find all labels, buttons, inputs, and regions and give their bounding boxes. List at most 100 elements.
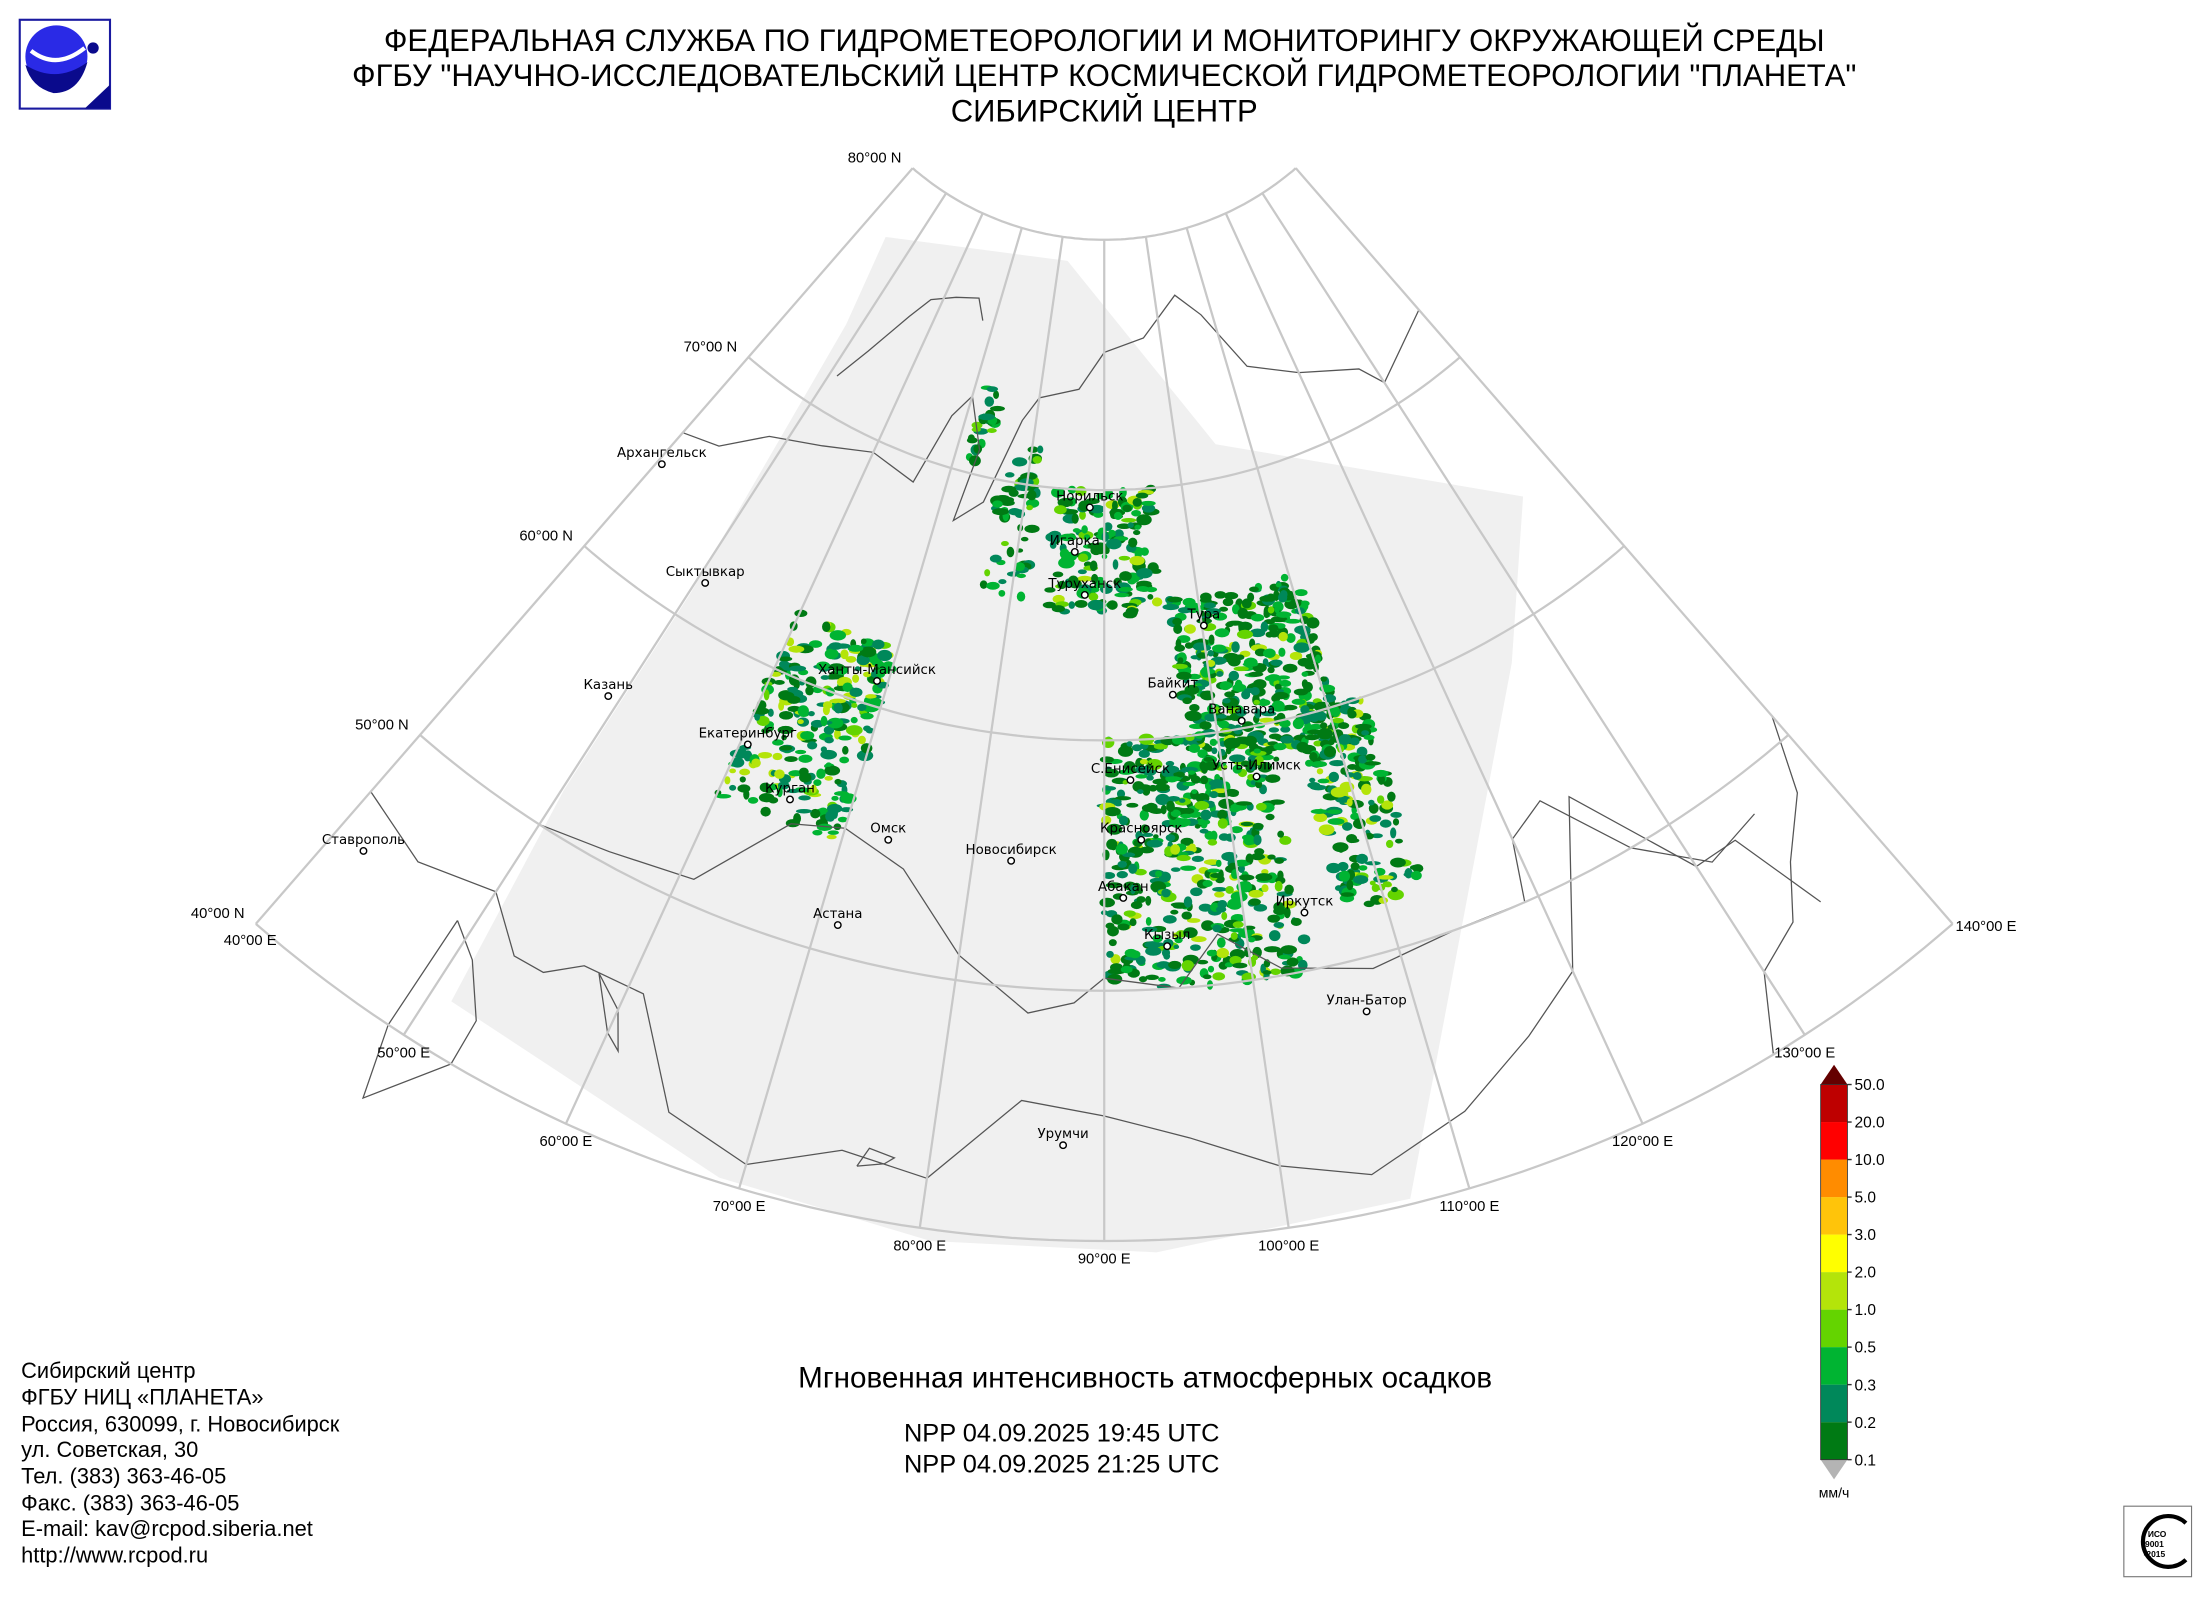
precipitation-cell [1071,513,1079,524]
city-marker-icon [1080,590,1089,599]
precipitation-cell [1068,601,1076,609]
precipitation-cell [1057,580,1067,590]
city-marker-icon [1163,942,1172,951]
precipitation-cell [1214,628,1230,638]
precipitation-cell [837,816,848,823]
precipitation-cell [810,808,821,819]
precipitation-cell [1347,710,1357,719]
precipitation-cell [1278,631,1288,642]
precipitation-cell [1248,898,1261,906]
precipitation-cell [1216,948,1230,959]
precipitation-cell [1361,783,1372,795]
precipitation-cell [1161,888,1171,898]
precipitation-cell [1281,900,1297,909]
precipitation-cell [1294,589,1308,597]
precipitation-cell [759,782,771,793]
coastline-segment [856,1147,896,1167]
city-2: Казань [583,678,633,701]
precipitation-cell [1177,607,1192,614]
precipitation-cell [1180,837,1194,846]
precipitation-cell [1215,859,1222,868]
precipitation-cell [774,769,785,779]
colorbar-segment [1820,1272,1848,1310]
precipitation-cell [779,710,794,720]
precipitation-cell [1136,514,1152,526]
precipitation-cell [1249,628,1266,638]
precipitation-cell [1368,803,1379,814]
precipitation-cell [1008,489,1019,497]
city-marker-icon [1070,548,1079,556]
precipitation-cell [1178,818,1191,827]
city-marker-icon [873,677,881,685]
precipitation-cell [1266,593,1276,602]
header-line-2: ФГБУ "НАУЧНО-ИССЛЕДОВАТЕЛЬСКИЙ ЦЕНТР КОС… [352,57,1856,93]
colorbar-tick-label: 0.1 [1854,1452,1876,1469]
precipitation-cell [1395,838,1403,844]
precipitation-cell [1141,804,1155,812]
meridian-100 [1144,236,1290,1228]
precipitation-cell [1020,536,1029,542]
precipitation-cell [1134,524,1141,530]
precipitation-cell [1049,540,1057,549]
precipitation-cell [1242,834,1254,841]
precipitation-cell [1225,747,1232,755]
precipitation-cell [768,796,779,804]
precipitation-cell [1181,766,1199,773]
precipitation-cell [1102,871,1116,880]
precipitation-cell [1274,857,1285,864]
pass-2: NPP 04.09.2025 21:25 UTC [904,1450,1220,1478]
precipitation-cell [992,500,1003,508]
precipitation-cell [1001,541,1009,547]
precipitation-cell [1074,599,1088,608]
contact-website[interactable]: http://www.rcpod.ru [21,1543,208,1568]
precipitation-cell [1233,859,1250,867]
precipitation-cell [1206,949,1217,957]
coastline-segment [370,791,1822,1180]
precipitation-cell [1136,580,1152,587]
parallel-label: 70°00 N [684,339,738,355]
precipitation-cell [1189,704,1200,712]
precipitation-cell [1210,872,1222,879]
precipitation-cell [1087,542,1097,550]
city-15: С.Енисейск [1091,762,1170,785]
precipitation-cell [1255,802,1267,811]
precipitation-cell [839,756,850,764]
precipitation-cell [1205,608,1221,615]
city-14: Байкит [1148,677,1198,699]
precipitation-cell [774,680,785,685]
precipitation-cell [789,665,807,672]
precipitation-cell [833,702,843,714]
precipitation-cell [849,687,863,697]
precipitation-cell [1087,599,1105,611]
precipitation-cell [1323,746,1337,758]
precipitation-cell [1111,500,1118,511]
precipitation-cell [854,666,861,672]
precipitation-cell [1136,896,1146,903]
contact-email[interactable]: E-mail: kav@rcpod.siberia.net [21,1516,313,1541]
precipitation-cell [1274,603,1281,614]
meridian-label: 140°00 E [1955,919,2016,935]
precipitation-cell [1212,972,1226,981]
city-label: Кызыл [1144,928,1190,943]
precipitation-cell [1177,657,1184,664]
precipitation-cell [1146,775,1154,781]
precipitation-cell [1107,600,1118,610]
precipitation-cell [1228,670,1240,681]
meridian-label: 90°00 E [1078,1252,1131,1268]
precipitation-cell [1153,743,1168,750]
precipitation-cell [966,437,978,444]
precipitation-cell [1242,662,1259,667]
precipitation-cell [763,689,770,701]
precipitation-cell [1134,868,1147,876]
precipitation-cell [1200,593,1209,599]
precipitation-cell [1052,571,1064,578]
precipitation-cell [1141,503,1156,513]
precipitation-cell [1245,855,1253,863]
precipitation-cell [1286,633,1296,643]
precipitation-cell [1328,739,1335,746]
city-12: Туруханск [1047,577,1121,599]
colorbar-segment [1820,1122,1848,1160]
city-6: Ханты-Мансийск [818,663,936,685]
precipitation-cell [1042,601,1057,609]
precipitation-cell [1410,870,1422,881]
